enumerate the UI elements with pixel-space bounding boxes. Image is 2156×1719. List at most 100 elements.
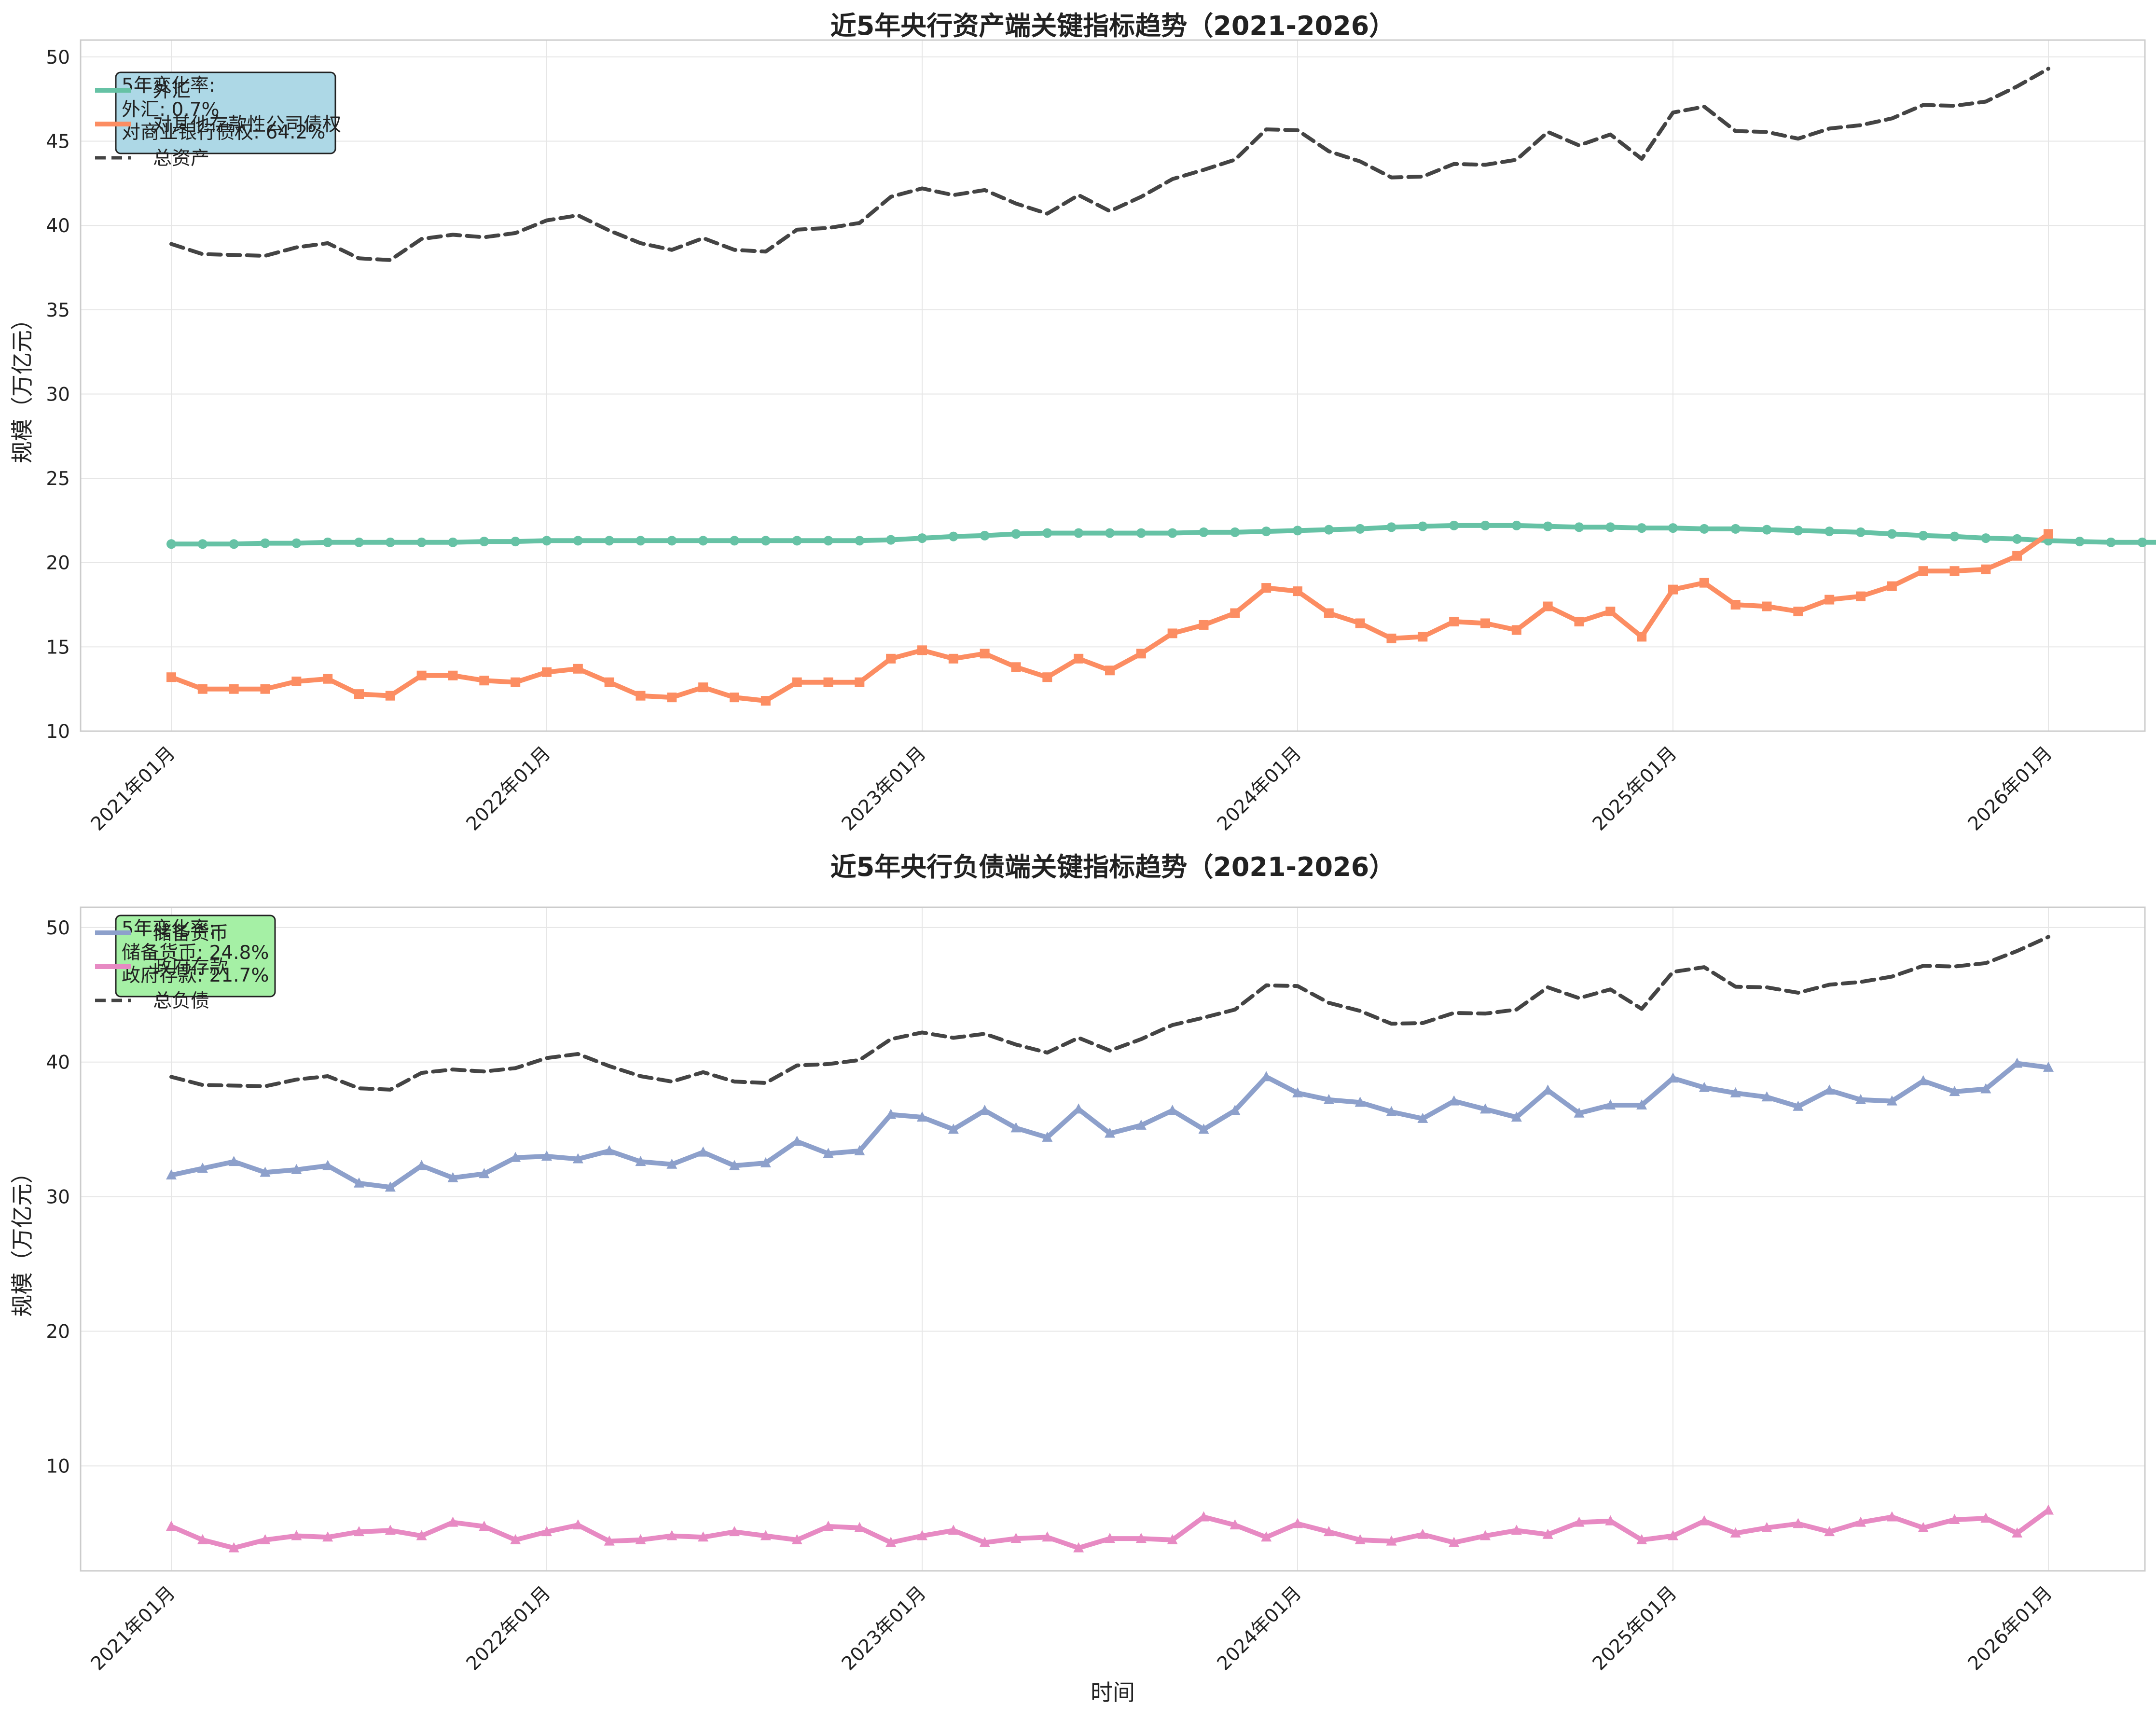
data-point bbox=[322, 1160, 333, 1170]
data-point bbox=[572, 1519, 583, 1530]
data-point bbox=[604, 677, 614, 687]
data-point bbox=[667, 693, 677, 703]
data-point bbox=[1105, 665, 1115, 676]
data-point bbox=[886, 653, 896, 664]
series-1 bbox=[166, 1057, 2054, 1192]
data-point bbox=[1699, 578, 1709, 588]
plot-frame bbox=[80, 39, 2146, 732]
data-point bbox=[1949, 1086, 1960, 1096]
data-point bbox=[666, 1158, 677, 1169]
y-tick-label: 10 bbox=[46, 1456, 70, 1477]
data-point bbox=[2012, 1057, 2023, 1068]
data-point bbox=[1011, 662, 1021, 672]
data-point bbox=[635, 1534, 646, 1544]
data-point bbox=[385, 537, 395, 547]
data-point bbox=[1511, 1525, 1522, 1535]
data-point bbox=[1981, 564, 1991, 574]
data-point bbox=[635, 1156, 646, 1166]
data-point bbox=[447, 1172, 458, 1182]
data-point bbox=[1199, 620, 1209, 630]
data-point bbox=[354, 689, 364, 699]
data-point bbox=[354, 537, 364, 547]
data-point bbox=[1261, 583, 1271, 593]
data-point bbox=[1824, 595, 1835, 605]
data-point bbox=[1761, 1091, 1772, 1102]
data-point bbox=[1918, 1075, 1929, 1085]
data-point bbox=[1480, 1530, 1491, 1540]
data-point bbox=[416, 1160, 427, 1170]
data-point bbox=[479, 1168, 490, 1178]
data-point bbox=[1730, 524, 1741, 534]
data-point bbox=[2106, 537, 2116, 547]
data-point bbox=[1135, 1119, 1147, 1130]
data-point bbox=[1668, 523, 1678, 533]
data-point bbox=[636, 536, 646, 546]
data-point bbox=[448, 537, 458, 547]
y-tick-label: 25 bbox=[46, 468, 70, 490]
data-point bbox=[541, 1150, 552, 1161]
data-point bbox=[197, 1163, 208, 1173]
data-point bbox=[1386, 1106, 1397, 1116]
data-point bbox=[385, 1181, 396, 1192]
data-point bbox=[2074, 537, 2085, 547]
data-point bbox=[698, 682, 708, 693]
data-point bbox=[197, 539, 207, 549]
data-point bbox=[2137, 537, 2147, 547]
data-point bbox=[1042, 1531, 1053, 1542]
plot-area bbox=[81, 907, 2145, 1571]
data-point bbox=[1198, 1511, 1209, 1522]
data-point bbox=[823, 1148, 834, 1158]
data-point bbox=[1355, 618, 1365, 628]
data-point bbox=[1542, 1528, 1553, 1539]
data-point bbox=[1668, 584, 1678, 595]
change-rate-note: 5年变化率:外汇: 0.7%对商业银行债权: 64.2% bbox=[115, 71, 336, 154]
data-point bbox=[760, 1157, 771, 1167]
y-tick-label: 30 bbox=[46, 1187, 70, 1208]
data-point bbox=[1354, 1096, 1366, 1107]
data-point bbox=[1980, 1083, 1991, 1094]
data-point bbox=[573, 664, 583, 674]
data-point bbox=[1449, 520, 1459, 530]
data-point bbox=[980, 649, 990, 659]
chart-liabilities: 近5年央行负债端关键指标趋势（2021-2026）10203040502021年… bbox=[9, 852, 2146, 1705]
data-point bbox=[948, 1123, 959, 1134]
data-point bbox=[542, 667, 552, 677]
data-point bbox=[1605, 1099, 1616, 1109]
data-point bbox=[1418, 521, 1428, 531]
data-point bbox=[1417, 1112, 1428, 1123]
data-point bbox=[1042, 528, 1052, 538]
data-point bbox=[885, 1537, 897, 1547]
data-point bbox=[1856, 527, 1866, 537]
data-point bbox=[511, 537, 521, 547]
series-line bbox=[169, 67, 2050, 262]
data-point bbox=[416, 537, 427, 547]
data-point bbox=[948, 531, 958, 541]
data-point bbox=[1480, 1103, 1491, 1114]
data-point bbox=[1980, 1512, 1991, 1523]
data-point bbox=[228, 1542, 239, 1553]
data-point bbox=[479, 676, 489, 686]
y-axis-label: 规模（万亿元） bbox=[9, 308, 35, 463]
data-point bbox=[1167, 628, 1177, 638]
data-point bbox=[1074, 653, 1084, 664]
data-point bbox=[760, 1530, 771, 1540]
data-point bbox=[291, 1530, 302, 1540]
data-point bbox=[260, 1534, 271, 1544]
data-point bbox=[1574, 1107, 1585, 1118]
data-point bbox=[1949, 1514, 1960, 1525]
data-point bbox=[2044, 529, 2053, 539]
data-point bbox=[698, 1531, 709, 1542]
data-point bbox=[1230, 527, 1240, 537]
data-point bbox=[1605, 607, 1616, 617]
data-point bbox=[1824, 1084, 1835, 1095]
data-point bbox=[729, 1526, 740, 1537]
data-point bbox=[698, 536, 708, 546]
data-point bbox=[2012, 1527, 2023, 1538]
legend-label: 总资产 bbox=[153, 148, 209, 169]
data-point bbox=[229, 684, 239, 694]
y-tick-label: 40 bbox=[46, 215, 70, 237]
series-line bbox=[169, 935, 2050, 1092]
data-point bbox=[1324, 525, 1334, 535]
data-point bbox=[1323, 1094, 1334, 1104]
